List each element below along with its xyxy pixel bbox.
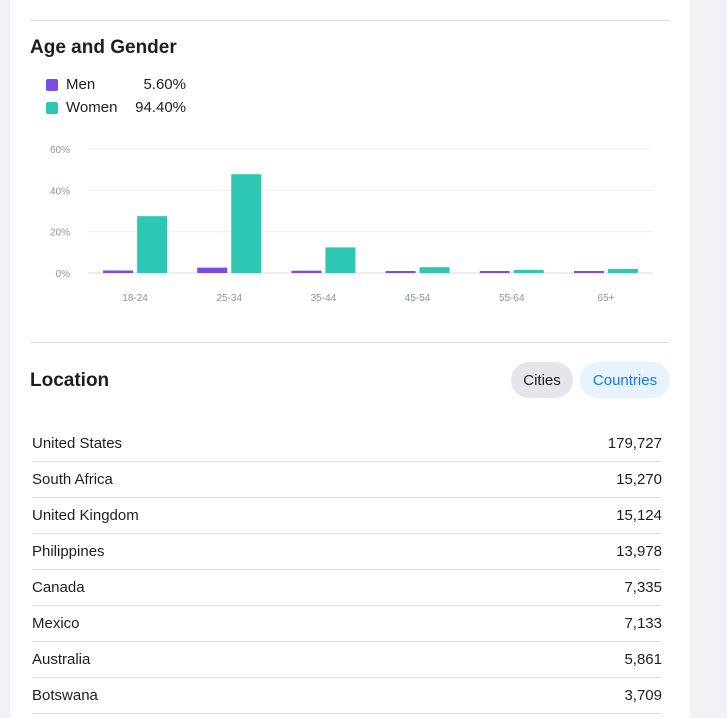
bar-men-65+[interactable] — [573, 271, 604, 273]
location-name: South Africa — [32, 471, 113, 488]
bar-men-45-54[interactable] — [385, 271, 416, 273]
location-value: 15,270 — [616, 471, 662, 488]
list-item: Botswana 3,709 — [32, 678, 662, 714]
x-tick-label: 35-44 — [311, 293, 337, 304]
bar-women-45-54[interactable] — [419, 267, 450, 273]
location-name: Mexico — [32, 615, 80, 632]
location-value: 7,335 — [624, 579, 662, 596]
list-item: United Kingdom 15,124 — [32, 498, 662, 534]
y-tick-label: 20% — [50, 228, 70, 239]
men-swatch-icon — [46, 79, 58, 91]
legend-value-men: 5.60% — [143, 76, 186, 93]
location-name: Canada — [32, 579, 85, 596]
location-list: United States 179,727 South Africa 15,270 Un… — [32, 426, 662, 714]
list-item: Mexico 7,133 — [32, 606, 662, 642]
bar-women-25-34[interactable] — [231, 174, 262, 273]
x-tick-label: 18-24 — [122, 293, 148, 304]
tab-countries[interactable]: Countries — [580, 362, 670, 398]
location-name: Australia — [32, 651, 91, 668]
age-gender-bar-chart: 0% 20% 40% 60% 18-24 25-34 35-44 45-54 55-64 65+ — [50, 145, 653, 304]
bar-women-35-44[interactable] — [325, 247, 356, 273]
legend-label-women: Women — [66, 99, 118, 116]
location-name: United States — [32, 435, 123, 452]
bar-men-18-24[interactable] — [103, 270, 134, 273]
y-tick-label: 0% — [56, 269, 71, 280]
location-value: 3,709 — [624, 687, 662, 704]
location-name: United Kingdom — [32, 507, 139, 524]
list-item: Philippines 13,978 — [32, 534, 662, 570]
bar-women-55-64[interactable] — [513, 269, 544, 273]
middle-divider — [30, 342, 670, 343]
age-gender-title: Age and Gender — [30, 37, 177, 58]
location-value: 179,727 — [607, 435, 662, 452]
location-value: 13,978 — [616, 543, 662, 560]
location-title: Location — [30, 370, 110, 391]
bar-women-18-24[interactable] — [137, 216, 168, 273]
bar-women-65+[interactable] — [607, 268, 638, 273]
location-name: Philippines — [32, 543, 105, 560]
top-divider — [30, 20, 670, 21]
location-value: 7,133 — [624, 615, 662, 632]
bar-men-55-64[interactable] — [479, 271, 510, 273]
legend-value-women: 94.40% — [135, 99, 186, 116]
list-item: Canada 7,335 — [32, 570, 662, 606]
x-tick-label: 45-54 — [405, 293, 431, 304]
x-tick-label: 25-34 — [216, 293, 242, 304]
list-item: South Africa 15,270 — [32, 462, 662, 498]
legend-label-men: Men — [66, 76, 96, 93]
location-value: 15,124 — [616, 507, 662, 524]
audience-card: Age and Gender Men 5.60% Women 94.40% 0%… — [10, 0, 690, 718]
y-tick-label: 60% — [50, 145, 70, 156]
location-name: Botswana — [32, 687, 98, 704]
x-tick-label: 65+ — [597, 293, 614, 304]
x-tick-label: 55-64 — [499, 293, 525, 304]
list-item: Australia 5,861 — [32, 642, 662, 678]
bar-men-25-34[interactable] — [197, 267, 228, 273]
tab-cities[interactable]: Cities — [511, 362, 573, 398]
y-tick-label: 40% — [50, 186, 70, 197]
location-value: 5,861 — [624, 651, 662, 668]
bar-men-35-44[interactable] — [291, 270, 322, 273]
page-background — [0, 0, 10, 718]
list-item: United States 179,727 — [32, 426, 662, 462]
women-swatch-icon — [46, 102, 58, 114]
